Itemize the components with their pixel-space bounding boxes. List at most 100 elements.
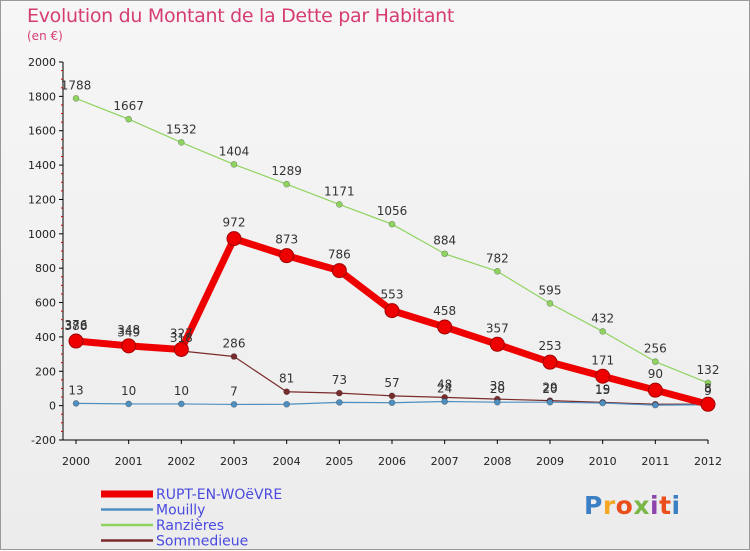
data-label: 29 xyxy=(542,381,557,395)
series-point xyxy=(599,328,606,335)
series-point xyxy=(178,139,185,146)
series-point xyxy=(437,319,453,335)
y-tick-label: 1000 xyxy=(28,228,56,241)
series-point xyxy=(441,250,448,258)
y-tick-label: 1800 xyxy=(28,90,56,103)
series-point xyxy=(388,220,396,228)
series-point xyxy=(384,303,400,319)
y-tick-label: -200 xyxy=(31,434,56,447)
logo-letter: P xyxy=(584,491,603,520)
data-label: 19 xyxy=(595,382,610,396)
data-label: 1404 xyxy=(219,144,250,158)
data-label: 38 xyxy=(490,379,505,393)
y-tick-label: 200 xyxy=(35,365,56,378)
series-point xyxy=(331,263,347,279)
data-label: 595 xyxy=(539,283,562,297)
data-label: 171 xyxy=(591,353,614,367)
data-label: 782 xyxy=(486,251,509,265)
series-point xyxy=(230,353,238,360)
logo-letter: i xyxy=(650,491,660,520)
data-label: 1056 xyxy=(377,204,408,218)
data-label: 786 xyxy=(328,248,351,262)
x-tick-label: 2008 xyxy=(483,455,511,468)
legend-label: Sommedieue xyxy=(156,534,248,550)
data-label: 972 xyxy=(223,216,246,230)
logo-letter: t xyxy=(659,491,672,520)
series-point xyxy=(283,400,290,408)
x-tick-label: 2007 xyxy=(431,455,459,468)
series-point xyxy=(542,354,558,370)
series-point xyxy=(72,95,80,102)
data-label: 327 xyxy=(170,326,193,340)
data-label: 9 xyxy=(704,384,712,398)
data-label: 15 xyxy=(595,383,610,397)
data-label: 1532 xyxy=(166,122,197,136)
data-label: 286 xyxy=(223,336,246,350)
data-label: 1788 xyxy=(61,78,92,92)
x-tick-label: 2006 xyxy=(378,455,406,468)
data-label: 57 xyxy=(384,376,399,390)
series-point xyxy=(72,400,80,407)
chart-title: Evolution du Montant de la Dette par Hab… xyxy=(27,5,455,27)
data-label: 348 xyxy=(117,323,140,337)
data-label: 7 xyxy=(230,384,238,398)
y-tick-label: 0 xyxy=(49,400,56,413)
series-point xyxy=(652,401,659,409)
x-tick-label: 2000 xyxy=(62,455,90,468)
data-label: 884 xyxy=(433,234,456,248)
x-tick-label: 2002 xyxy=(167,455,195,468)
data-label: 20 xyxy=(542,382,557,396)
data-label: 13 xyxy=(68,383,83,397)
series-point xyxy=(230,161,238,168)
series-point xyxy=(546,398,554,406)
x-tick-label: 2010 xyxy=(589,455,617,468)
series-point xyxy=(494,267,501,275)
series-point xyxy=(388,399,396,407)
data-label: 376 xyxy=(65,318,88,332)
series-point xyxy=(173,341,189,357)
logo-letter: o xyxy=(615,491,634,520)
data-label: 1289 xyxy=(271,164,302,178)
logo-letter: x xyxy=(633,491,650,520)
data-label: 388 xyxy=(65,319,88,333)
series-point xyxy=(704,379,712,387)
y-tick-label: 1200 xyxy=(28,193,56,206)
series-point xyxy=(336,201,343,208)
series-point xyxy=(226,231,242,247)
data-label: 1667 xyxy=(113,99,144,113)
series-point xyxy=(388,392,396,400)
series-point xyxy=(441,398,448,405)
y-tick-label: 800 xyxy=(35,262,56,275)
data-label: 24 xyxy=(437,382,452,396)
proxiti-logo: Proxiti xyxy=(584,491,681,520)
data-label: 1171 xyxy=(324,184,355,198)
legend-label: Mouilly xyxy=(156,503,205,519)
series-point xyxy=(283,388,290,396)
x-tick-label: 2004 xyxy=(273,455,301,468)
series-point xyxy=(336,399,343,406)
series-point xyxy=(125,115,132,123)
data-label: 349 xyxy=(117,326,140,340)
data-label: 10 xyxy=(174,384,189,398)
series-point xyxy=(652,358,659,365)
data-label: 132 xyxy=(697,363,720,377)
data-label: 256 xyxy=(644,342,667,356)
data-label: 553 xyxy=(381,288,404,302)
series-point xyxy=(700,396,716,412)
series-point xyxy=(283,180,290,188)
x-tick-label: 2009 xyxy=(536,455,564,468)
series-point xyxy=(279,248,295,264)
x-tick-label: 2012 xyxy=(694,455,722,468)
data-label: 318 xyxy=(170,331,193,345)
series-point xyxy=(178,400,185,408)
y-tick-label: 1600 xyxy=(28,125,56,138)
y-tick-label: 1400 xyxy=(28,159,56,172)
series-point xyxy=(336,389,343,397)
legend-label: RUPT-EN-WOëVRE xyxy=(156,487,282,503)
data-label: 357 xyxy=(486,321,509,335)
series-point xyxy=(68,333,84,349)
series-point xyxy=(494,398,501,406)
data-label: 432 xyxy=(591,311,614,325)
